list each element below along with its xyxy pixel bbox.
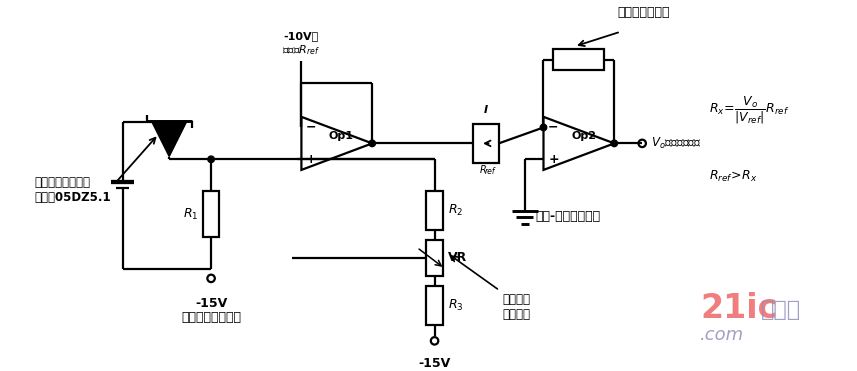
Text: 用以调整
基准电压: 用以调整 基准电压 — [502, 293, 530, 321]
Circle shape — [208, 156, 214, 162]
Text: $R_1$: $R_1$ — [183, 207, 198, 222]
Text: 基准电压发生部分: 基准电压发生部分 — [181, 311, 241, 324]
Text: +: + — [548, 153, 559, 166]
Text: −: − — [548, 121, 559, 134]
Bar — [473, 124, 499, 163]
Circle shape — [540, 124, 547, 131]
Text: -10V基
准电压$R_{ref}$: -10V基 准电压$R_{ref}$ — [282, 31, 321, 57]
Text: VR: VR — [447, 252, 467, 265]
Text: Op2: Op2 — [571, 131, 596, 141]
Text: $R_3$: $R_3$ — [447, 298, 463, 313]
Text: ref: ref — [485, 167, 495, 175]
Text: $R_x\!=\!\dfrac{V_o}{|V_{ref}|}R_{ref}$: $R_x\!=\!\dfrac{V_o}{|V_{ref}|}R_{ref}$ — [710, 95, 789, 126]
Text: +: + — [306, 153, 317, 166]
Bar — [426, 240, 443, 276]
Text: $V_o$（输出电压）: $V_o$（输出电压） — [651, 136, 703, 151]
Text: Op1: Op1 — [329, 131, 354, 141]
Text: $R_{ref}\!>\!R_x$: $R_{ref}\!>\!R_x$ — [710, 168, 758, 184]
Bar — [554, 49, 604, 70]
Text: 21ic: 21ic — [700, 292, 777, 325]
Text: −: − — [306, 121, 316, 134]
Text: -15V: -15V — [195, 297, 227, 310]
Circle shape — [611, 140, 618, 147]
Circle shape — [369, 140, 375, 147]
Bar — [203, 191, 219, 237]
Text: 使用不受温度变化
影响的05DZ5.1: 使用不受温度变化 影响的05DZ5.1 — [34, 176, 111, 204]
Text: -15V: -15V — [418, 357, 451, 370]
Text: 拟测定该电阻值: 拟测定该电阻值 — [618, 6, 670, 19]
Polygon shape — [152, 121, 187, 157]
Bar — [426, 191, 443, 230]
Bar — [426, 286, 443, 325]
Text: I: I — [483, 105, 488, 115]
Text: .com: .com — [700, 326, 744, 344]
Text: R: R — [480, 165, 486, 175]
Text: 电阻-电压变换部分: 电阻-电压变换部分 — [535, 210, 600, 223]
Text: 电子网: 电子网 — [760, 300, 800, 320]
Text: $R_2$: $R_2$ — [447, 203, 463, 218]
